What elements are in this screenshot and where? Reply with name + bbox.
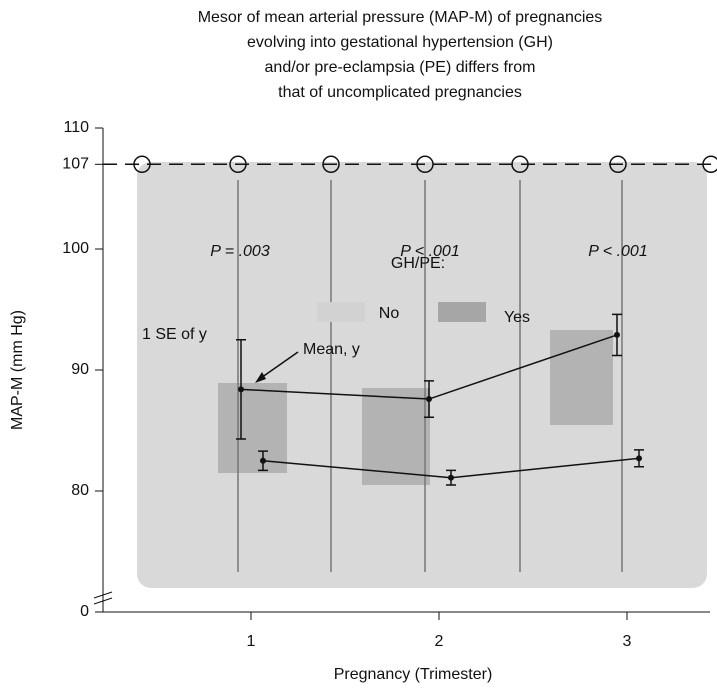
point <box>238 386 244 393</box>
cycle-marker <box>702 155 717 174</box>
cycle-marker <box>133 155 151 174</box>
axis-break <box>93 591 113 605</box>
y-axis-label: MAP-M (mm Hg) <box>9 310 26 430</box>
point <box>260 457 266 464</box>
break-mark <box>93 591 113 599</box>
arrow-head <box>255 372 266 383</box>
x-tick-label: 2 <box>435 633 444 650</box>
chart-title: evolving into gestational hypertension (… <box>247 34 553 51</box>
legend-swatch <box>317 302 365 322</box>
p-value: P < .001 <box>588 243 647 260</box>
chart-title: Mesor of mean arterial pressure (MAP-M) … <box>198 9 603 26</box>
point <box>426 396 432 403</box>
point <box>636 455 642 462</box>
shading <box>218 330 613 485</box>
y-tick-label: 90 <box>71 361 89 378</box>
mean-arrow <box>257 351 299 381</box>
legend-label: Yes <box>504 309 530 326</box>
cycle-marker <box>609 155 627 174</box>
break-mark <box>93 597 113 605</box>
cycle-marker <box>511 155 529 174</box>
legend-label: No <box>379 305 400 322</box>
chart-title: and/or pre-eclampsia (PE) differs from <box>265 59 536 76</box>
x-tick-label: 3 <box>623 633 632 650</box>
p-value: P = .003 <box>210 243 270 260</box>
shade-box <box>218 383 287 473</box>
cycle-marker <box>322 155 340 174</box>
x-tick-label: 1 <box>247 633 256 650</box>
se-label: 1 SE of y <box>142 326 207 343</box>
cycle-marker <box>229 155 247 174</box>
shade-box <box>550 330 613 425</box>
y-tick-label: 0 <box>80 603 89 620</box>
y-tick-label: 110 <box>63 119 89 136</box>
y-tick-label: 80 <box>71 482 89 499</box>
legend-swatch <box>438 302 486 322</box>
x-axis-label: Pregnancy (Trimester) <box>334 666 493 683</box>
chart-title: that of uncomplicated pregnancies <box>278 84 522 101</box>
shade-box <box>362 388 430 485</box>
y-tick-label: 107 <box>62 156 89 173</box>
phase-lines <box>237 180 623 572</box>
y-tick-label: 100 <box>62 240 89 257</box>
mean-label: Mean, y <box>303 341 360 358</box>
point <box>448 474 454 481</box>
cycle-marker <box>416 155 434 174</box>
point <box>614 331 620 338</box>
legend-title: GH/PE: <box>391 255 445 272</box>
background-band <box>137 162 707 588</box>
p-value: P < .001 <box>400 243 459 260</box>
